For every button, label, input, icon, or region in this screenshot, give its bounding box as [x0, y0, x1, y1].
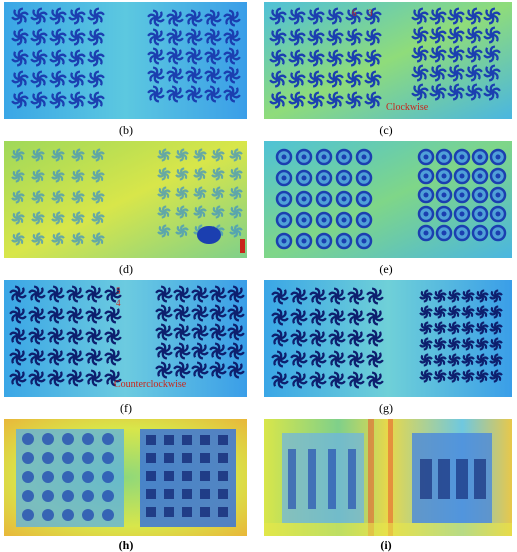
panel-g-graphic: [264, 280, 512, 397]
marker-6: 6: [352, 8, 357, 18]
counterclockwise-annotation: Counterclockwise: [114, 379, 187, 390]
clockwise-annotation: Clockwise: [386, 102, 429, 113]
caption-h: (h): [118, 538, 134, 552]
panel-b-graphic: [4, 2, 247, 119]
marker-5: 5: [116, 286, 121, 296]
panel-h-image: [4, 419, 247, 536]
panel-e-graphic: [264, 141, 512, 258]
panel-c-graphic: [264, 2, 512, 119]
caption-d: (d): [119, 262, 133, 276]
caption-e: (e): [379, 262, 393, 276]
panel-f-image: Counterclockwise 5 4: [4, 280, 247, 397]
marker-4: 4: [116, 298, 121, 308]
marker-3: 3: [368, 8, 373, 18]
panel-b-image: [4, 2, 247, 119]
panel-i-graphic: [264, 419, 512, 536]
panel-g-image: [264, 280, 512, 397]
panel-d-image: [4, 141, 247, 258]
panel-e-image: [264, 141, 512, 258]
panel-d-graphic: [4, 141, 247, 258]
caption-b: (b): [119, 123, 133, 137]
caption-i: (i): [380, 538, 392, 552]
panel-f-graphic: [4, 280, 247, 397]
panel-i-image: [264, 419, 512, 536]
panel-c-image: Clockwise 6 3: [264, 2, 512, 119]
caption-c: (c): [379, 123, 393, 137]
caption-g: (g): [379, 401, 393, 415]
panel-h-graphic: [4, 419, 247, 536]
caption-f: (f): [120, 401, 132, 415]
